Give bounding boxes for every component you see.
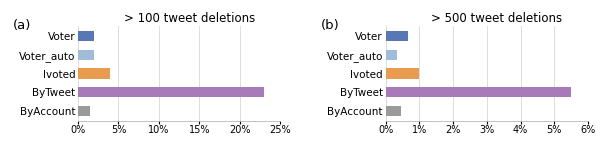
Bar	[78, 31, 94, 41]
Title: > 500 tweet deletions: > 500 tweet deletions	[431, 12, 562, 25]
Bar	[386, 31, 407, 41]
Bar	[386, 87, 571, 97]
Bar	[78, 106, 90, 116]
Bar	[78, 87, 264, 97]
Text: (a): (a)	[13, 19, 32, 32]
Bar	[78, 50, 94, 60]
Title: > 100 tweet deletions: > 100 tweet deletions	[124, 12, 255, 25]
Bar	[78, 68, 110, 79]
Text: (b): (b)	[321, 19, 340, 32]
Bar	[386, 106, 401, 116]
Bar	[386, 50, 397, 60]
Bar	[386, 68, 419, 79]
